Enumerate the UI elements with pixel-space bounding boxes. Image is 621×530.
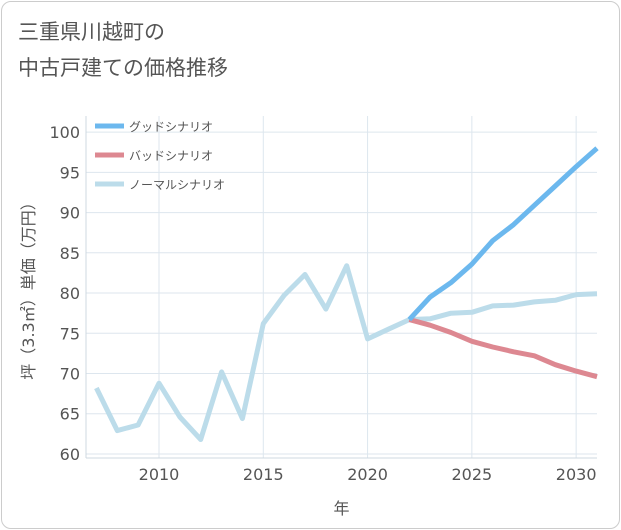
x-tick-label: 2010 (139, 465, 180, 484)
y-tick-label: 85 (60, 244, 80, 263)
y-axis-label: 坪（3.3㎡）単価（万円） (19, 194, 38, 379)
series-line-0 (407, 146, 599, 322)
x-tick-label: 2025 (451, 465, 492, 484)
x-tick-label: 2015 (243, 465, 284, 484)
grid (86, 116, 597, 458)
y-tick-label: 65 (60, 405, 80, 424)
series-line-2 (94, 263, 598, 442)
y-tick-label: 75 (60, 324, 80, 343)
x-axis-label: 年 (333, 499, 349, 518)
y-tick-label: 95 (60, 163, 80, 182)
chart-title-line1: 三重県川越町の (18, 20, 165, 44)
series-lines (94, 146, 599, 442)
y-tick-label: 60 (60, 445, 80, 464)
y-tick-label: 70 (60, 365, 80, 384)
y-tick-label: 90 (60, 204, 80, 223)
chart-title: 三重県川越町の 中古戸建ての価格推移 (18, 14, 228, 86)
x-tick-label: 2030 (556, 465, 597, 484)
x-tick-label: 2020 (347, 465, 388, 484)
legend-label-1: バッドシナリオ (129, 149, 213, 163)
y-tick-label: 80 (60, 284, 80, 303)
series-line-1 (408, 317, 598, 380)
legend-label-2: ノーマルシナリオ (129, 178, 225, 192)
chart-title-line2: 中古戸建ての価格推移 (18, 56, 228, 80)
legend-label-0: グッドシナリオ (129, 120, 213, 134)
y-tick-label: 100 (49, 123, 80, 142)
axes: 60 65 70 75 80 85 90 95 100 2010 2015 2020 2025 2030 (49, 116, 597, 484)
